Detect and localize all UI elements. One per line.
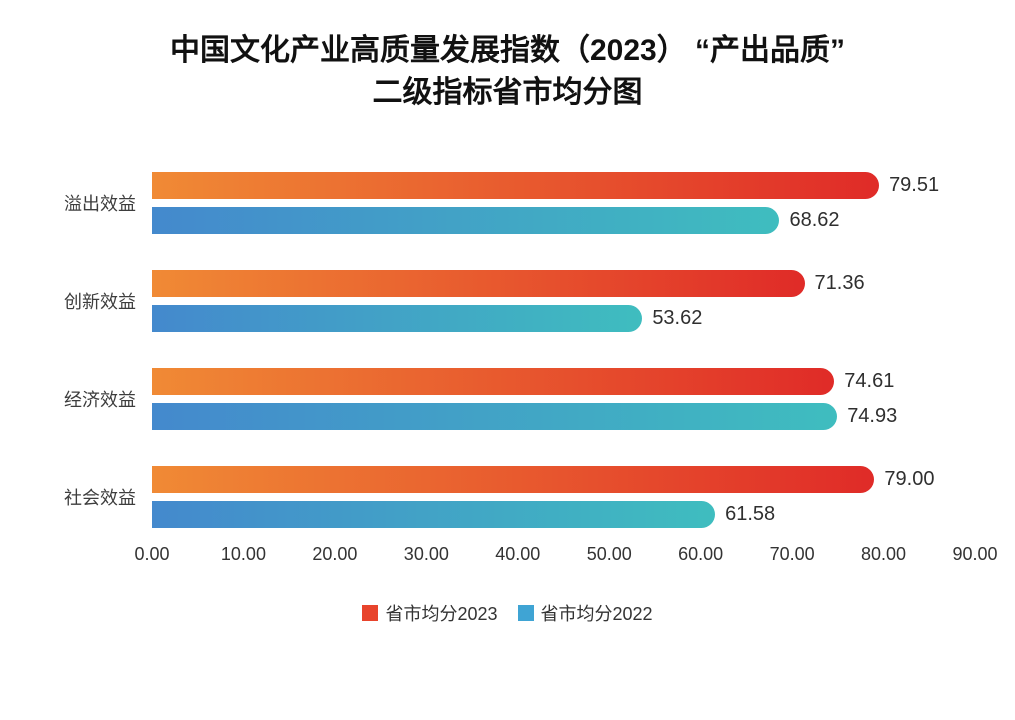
category-group: 溢出效益 79.51 68.62 xyxy=(40,172,975,234)
x-tick-label: 40.00 xyxy=(495,544,541,564)
bar-row: 53.62 xyxy=(152,305,975,332)
x-tick-label: 60.00 xyxy=(678,544,724,564)
legend-item: 省市均分2023 xyxy=(362,600,498,626)
category-label: 经济效益 xyxy=(64,390,136,410)
value-label: 61.58 xyxy=(725,503,776,525)
category-group: 社会效益 79.00 61.58 xyxy=(40,466,975,528)
category-group: 创新效益 71.36 53.62 xyxy=(40,270,975,332)
bar-pair: 79.00 61.58 xyxy=(152,466,975,528)
bar-省市均分2022 xyxy=(152,501,716,528)
chart-title-line2: 二级指标省市均分图 xyxy=(372,76,643,109)
legend-label: 省市均分2022 xyxy=(540,604,653,624)
chart-legend: 省市均分2023 省市均分2022 xyxy=(40,600,975,626)
bar-pair: 79.51 68.62 xyxy=(152,172,975,234)
bar-row: 79.00 xyxy=(152,466,975,493)
bar-省市均分2023 xyxy=(152,466,875,493)
category-group: 经济效益 74.61 74.93 xyxy=(40,368,975,430)
legend-item: 省市均分2022 xyxy=(517,600,653,626)
bar-row: 71.36 xyxy=(152,270,975,297)
x-tick-label: 80.00 xyxy=(861,544,907,564)
chart-title: 中国文化产业高质量发展指数（2023） “产出品质” 二级指标省市均分图 xyxy=(40,30,975,114)
bar-pair: 74.61 74.93 xyxy=(152,368,975,430)
chart-page: 中国文化产业高质量发展指数（2023） “产出品质” 二级指标省市均分图 溢出效… xyxy=(0,30,1015,720)
bar-row: 61.58 xyxy=(152,501,975,528)
x-tick-label: 30.00 xyxy=(403,544,449,564)
value-label: 74.93 xyxy=(847,405,898,427)
category-label: 溢出效益 xyxy=(64,194,136,214)
value-label: 79.00 xyxy=(884,468,935,490)
legend-swatch-icon xyxy=(362,605,379,621)
chart-plot-area: 溢出效益 79.51 68.62 创新效益 71.36 53.62 经济效益 74.61 74.… xyxy=(40,172,975,528)
category-label: 社会效益 xyxy=(64,488,136,508)
category-label: 创新效益 xyxy=(64,292,136,312)
bar-省市均分2023 xyxy=(152,270,805,297)
value-label: 74.61 xyxy=(844,370,895,392)
bar-省市均分2022 xyxy=(152,207,780,234)
bar-row: 74.61 xyxy=(152,368,975,395)
x-tick-label: 70.00 xyxy=(769,544,815,564)
x-tick-label: 20.00 xyxy=(312,544,358,564)
x-tick-label: 50.00 xyxy=(586,544,632,564)
bar-chart: 溢出效益 79.51 68.62 创新效益 71.36 53.62 经济效益 74.61 74.… xyxy=(40,172,998,626)
value-label: 53.62 xyxy=(652,307,703,329)
x-tick-label: 90.00 xyxy=(952,544,998,564)
x-axis: 0.00 10.00 20.00 30.00 40.00 50.00 60.00 70.00 8… xyxy=(134,544,997,570)
value-label: 79.51 xyxy=(889,174,940,196)
value-label: 68.62 xyxy=(789,209,840,231)
bar-row: 79.51 xyxy=(152,172,975,199)
bar-省市均分2022 xyxy=(152,305,643,332)
legend-label: 省市均分2023 xyxy=(385,604,498,624)
bar-row: 74.93 xyxy=(152,403,975,430)
value-label: 71.36 xyxy=(814,272,865,294)
bar-省市均分2022 xyxy=(152,403,838,430)
legend-swatch-icon xyxy=(517,605,534,621)
bar-row: 68.62 xyxy=(152,207,975,234)
bar-省市均分2023 xyxy=(152,368,835,395)
bar-pair: 71.36 53.62 xyxy=(152,270,975,332)
chart-title-line1: 中国文化产业高质量发展指数（2023） “产出品质” xyxy=(169,34,846,67)
x-tick-label: 0.00 xyxy=(134,544,170,564)
bar-省市均分2023 xyxy=(152,172,880,199)
x-tick-label: 10.00 xyxy=(220,544,266,564)
